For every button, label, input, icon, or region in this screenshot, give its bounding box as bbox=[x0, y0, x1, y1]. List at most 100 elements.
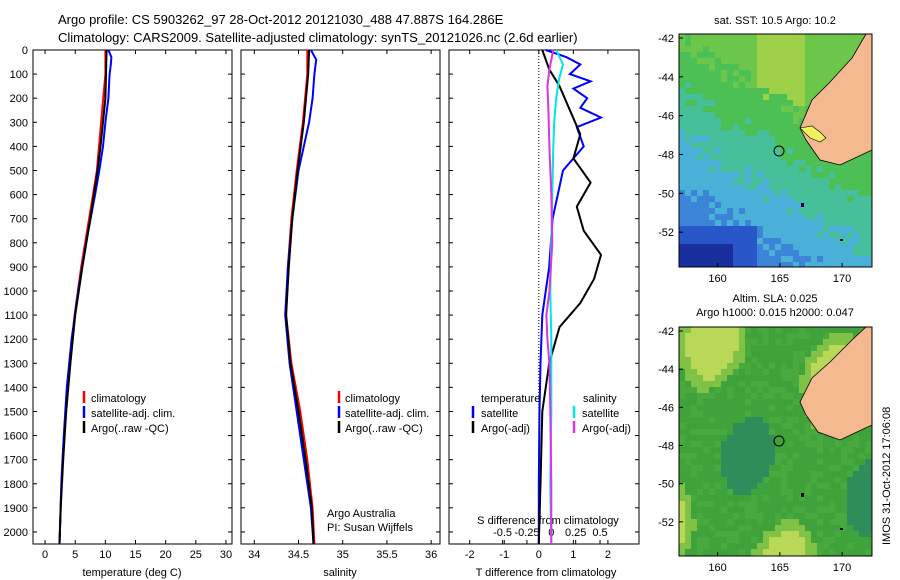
map-cell bbox=[763, 543, 769, 549]
map-cell bbox=[679, 172, 685, 178]
map-cell bbox=[847, 40, 853, 46]
map-cell bbox=[727, 232, 733, 238]
map-cell bbox=[817, 441, 823, 447]
map-cell bbox=[787, 130, 793, 136]
map-cell bbox=[787, 238, 793, 244]
map-cell bbox=[697, 94, 703, 100]
map-cell bbox=[721, 118, 727, 124]
map-cell bbox=[745, 507, 751, 513]
map-cell bbox=[781, 393, 787, 399]
map-cell bbox=[703, 94, 709, 100]
map-cell bbox=[859, 172, 865, 178]
map-cell bbox=[691, 64, 697, 70]
argo-australia-note: Argo Australia bbox=[327, 508, 396, 520]
map-cell bbox=[679, 40, 685, 46]
map-cell bbox=[757, 423, 763, 429]
map-cell bbox=[751, 202, 757, 208]
map-cell bbox=[679, 52, 685, 58]
map-cell bbox=[709, 262, 715, 267]
salinity-xlabel: salinity bbox=[323, 567, 357, 579]
map-cell bbox=[727, 250, 733, 256]
map-cell bbox=[745, 441, 751, 447]
map-cell bbox=[721, 64, 727, 70]
map-cell bbox=[817, 220, 823, 226]
map-cell bbox=[775, 58, 781, 64]
map-cell bbox=[799, 435, 805, 441]
map-cell bbox=[757, 381, 763, 387]
map-cell bbox=[685, 214, 691, 220]
map-cell bbox=[727, 196, 733, 202]
map-cell bbox=[817, 82, 823, 88]
map-cell bbox=[679, 363, 685, 369]
map-cell bbox=[739, 429, 745, 435]
map-cell bbox=[811, 471, 817, 477]
map-cell bbox=[721, 58, 727, 64]
map-cell bbox=[829, 166, 835, 172]
map-cell bbox=[757, 477, 763, 483]
map-cell bbox=[859, 208, 865, 214]
map-cell bbox=[805, 250, 811, 256]
sdiff-x-tick-label: -0.25 bbox=[514, 527, 539, 539]
map-cell bbox=[709, 124, 715, 130]
map-cell bbox=[787, 226, 793, 232]
map-cell bbox=[787, 405, 793, 411]
map-cell bbox=[733, 429, 739, 435]
map-cell bbox=[703, 351, 709, 357]
map-cell bbox=[703, 238, 709, 244]
map-cell bbox=[811, 64, 817, 70]
map-cell bbox=[715, 381, 721, 387]
map-cell bbox=[739, 148, 745, 154]
map-cell bbox=[685, 357, 691, 363]
map-cell bbox=[805, 70, 811, 76]
map-cell bbox=[841, 214, 847, 220]
map-cell bbox=[715, 333, 721, 339]
depth-tick-label: 600 bbox=[10, 190, 28, 202]
map-cell bbox=[781, 166, 787, 172]
map-cell bbox=[709, 339, 715, 345]
map-cell bbox=[715, 40, 721, 46]
map-cell bbox=[823, 238, 829, 244]
map-cell bbox=[781, 100, 787, 106]
map-cell bbox=[751, 160, 757, 166]
map-cell bbox=[685, 339, 691, 345]
map-cell bbox=[721, 214, 727, 220]
map-cell bbox=[769, 160, 775, 166]
map-cell bbox=[751, 435, 757, 441]
map-cell bbox=[835, 477, 841, 483]
map-cell bbox=[847, 208, 853, 214]
map-cell bbox=[787, 82, 793, 88]
sla-map-lon-label: 165 bbox=[771, 562, 789, 574]
map-cell bbox=[709, 345, 715, 351]
map-cell bbox=[745, 471, 751, 477]
map-cell bbox=[745, 262, 751, 267]
map-cell bbox=[769, 537, 775, 543]
map-cell bbox=[739, 441, 745, 447]
map-cell bbox=[685, 327, 691, 333]
map-cell bbox=[739, 477, 745, 483]
map-cell bbox=[829, 238, 835, 244]
sla-map-argo-marker bbox=[773, 435, 785, 447]
map-cell bbox=[709, 34, 715, 40]
map-cell bbox=[781, 112, 787, 118]
map-cell bbox=[757, 447, 763, 453]
map-cell bbox=[757, 148, 763, 154]
map-cell bbox=[685, 58, 691, 64]
map-cell bbox=[823, 178, 829, 184]
map-cell bbox=[763, 333, 769, 339]
map-cell bbox=[817, 483, 823, 489]
map-cell bbox=[697, 238, 703, 244]
map-cell bbox=[793, 543, 799, 549]
map-cell bbox=[679, 130, 685, 136]
map-cell bbox=[865, 262, 871, 267]
map-cell bbox=[709, 214, 715, 220]
map-cell bbox=[841, 166, 847, 172]
difference-xlabel: T difference from climatology bbox=[476, 567, 617, 579]
map-cell bbox=[715, 327, 721, 333]
map-cell bbox=[757, 513, 763, 519]
map-cell bbox=[733, 112, 739, 118]
map-cell bbox=[745, 178, 751, 184]
map-cell bbox=[679, 489, 685, 495]
map-cell bbox=[685, 513, 691, 519]
map-cell bbox=[787, 154, 793, 160]
series-salinity-satellite bbox=[549, 49, 565, 545]
